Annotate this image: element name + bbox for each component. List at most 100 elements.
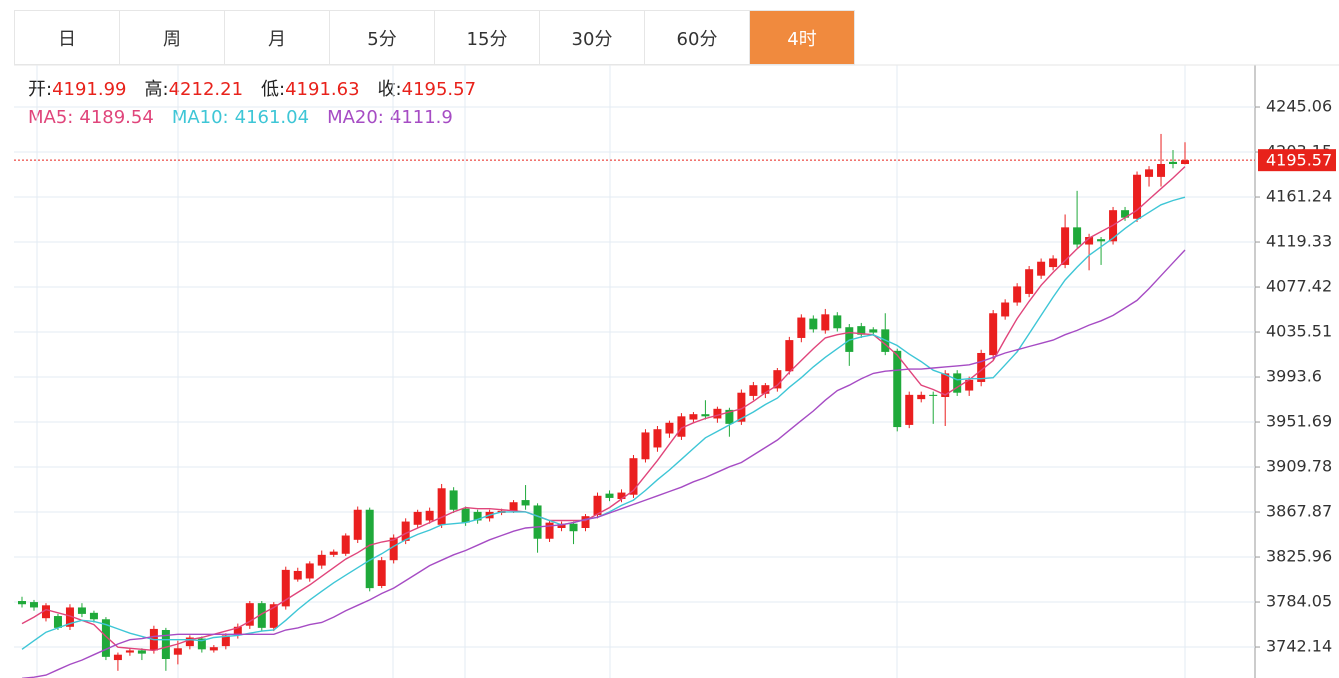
candle-body [305,563,314,579]
y-tick-label: 3784.05 [1266,592,1332,611]
ohlc-label: 开: [28,79,53,100]
candle-body [629,458,638,495]
legend: 开:4191.99 高:4212.21 低:4191.63 收:4195.57 MA5… [28,76,476,132]
candle-body [413,511,422,525]
candle-body [953,373,962,393]
y-tick-label: 3742.14 [1266,637,1332,656]
candle-body [701,414,710,417]
legend-label: MA10: [171,107,229,128]
period-tab[interactable]: 30分 [540,11,645,64]
period-tabs: 日周月 5分 15分 30分 60分 4时 [14,10,855,65]
candle-body [593,495,602,516]
y-tick-label: 4035.51 [1266,322,1332,341]
period-tab[interactable]: 4时 [750,11,855,64]
candle-body [773,370,782,389]
candle-body [1133,174,1142,219]
candle-body [641,432,650,460]
candle-body [917,394,926,400]
candle-body [1025,269,1034,294]
candle-body [1145,169,1154,177]
candle-body [869,329,878,333]
y-tick-label: 4245.06 [1266,97,1332,116]
period-tab[interactable]: 月 [225,11,330,64]
candle-body [473,511,482,521]
candle-body [893,350,902,428]
candle-body [689,414,698,420]
period-tab[interactable]: 周 [120,11,225,64]
ohlc-label: 收: [377,79,402,100]
candle-body [1169,161,1178,164]
candle-body [389,537,398,561]
legend-label: MA20: [327,107,384,128]
candle-body [245,603,254,626]
legend-label: MA5: [28,107,74,128]
ma-line [21,166,1186,652]
candle-body [65,607,74,627]
period-tab[interactable]: 日 [15,11,120,64]
candle-body [161,630,170,659]
candle-body [377,560,386,586]
period-tab[interactable]: 60分 [645,11,750,64]
candle-body [1013,286,1022,303]
candle-body [1085,237,1094,245]
candle-body [677,416,686,437]
candle-body [281,569,290,607]
candle-body [77,607,86,614]
candle-body [665,422,674,434]
ohlc-label: 高: [144,79,169,100]
candle-body [617,492,626,500]
ohlc-value: 4191.99 [52,79,127,100]
candle-body [1049,258,1058,268]
candle-body [101,619,110,657]
period-tab[interactable]: 5分 [330,11,435,64]
candle-body [197,638,206,650]
candle-body [365,509,374,589]
candle-body [125,650,134,653]
candle-body [833,315,842,329]
legend-value: 4189.54 [79,107,154,128]
candle-body [653,429,662,448]
y-tick-label: 3909.78 [1266,457,1332,476]
candle-body [989,313,998,356]
candle-body [137,650,146,654]
candle-body [1037,261,1046,276]
candle-body [1181,160,1189,165]
candle-body [329,551,338,555]
ma-line [21,196,1186,650]
candle-body [209,647,218,651]
candle-body [1073,227,1082,245]
candle-body [533,505,542,539]
candle-body [113,654,122,661]
candle-body [569,523,578,532]
ohlc-row: 开:4191.99 高:4212.21 低:4191.63 收:4195.57 [28,76,476,104]
y-tick-label: 4077.42 [1266,277,1332,296]
candle-body [18,601,26,605]
candle-body [89,612,98,620]
candle-body [1061,227,1070,265]
candle-body [1121,210,1130,218]
candle-body [221,635,230,647]
candle-body [1097,239,1106,242]
period-tab[interactable]: 15分 [435,11,540,64]
candle-body [545,522,554,539]
candle-body [737,392,746,422]
candle-body [713,408,722,419]
candle-body [761,385,770,394]
candle-body [233,626,242,636]
y-tick-label: 3951.69 [1266,412,1332,431]
ohlc-value: 4212.21 [168,79,244,100]
ohlc-label: 低: [261,79,286,100]
y-tick-label: 3993.6 [1266,367,1322,386]
candle-body [797,317,806,338]
candle-body [821,314,830,331]
candle-body [929,394,938,396]
candle-body [749,385,758,396]
candle-body [581,516,590,528]
ohlc-value: 4191.63 [285,79,360,100]
candle-body [941,373,950,398]
candle-body [785,340,794,372]
y-tick-label: 4161.24 [1266,187,1332,206]
candle-body [1157,163,1166,177]
candle-body [41,605,50,619]
